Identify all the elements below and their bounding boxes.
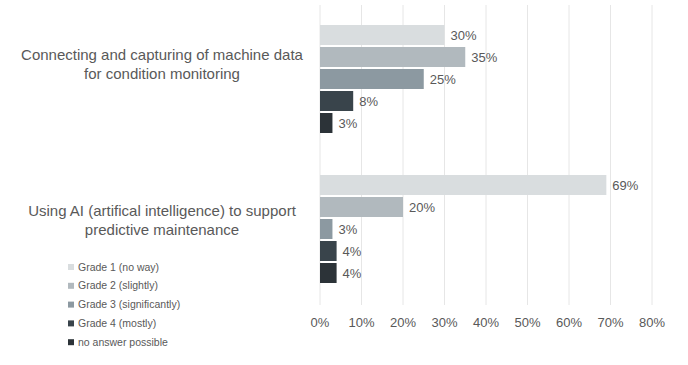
bar: [320, 91, 353, 111]
bar: [320, 219, 332, 239]
tick-label: 20%: [390, 315, 416, 330]
data-label: 4%: [343, 266, 362, 281]
grid: [320, 5, 652, 305]
data-label: 25%: [430, 72, 456, 87]
data-label: 3%: [338, 222, 357, 237]
legend-label: Grade 2 (slightly): [78, 279, 158, 291]
grid-line: [610, 5, 611, 305]
legend: Grade 1 (no way) Grade 2 (slightly) Grade …: [68, 261, 180, 348]
data-label: 3%: [338, 116, 357, 131]
data-label: 35%: [471, 50, 497, 65]
tick-label: 70%: [597, 315, 623, 330]
tick-label: 40%: [473, 315, 499, 330]
category-label: Connecting and capturing of machine data…: [21, 46, 304, 82]
legend-label: Grade 3 (significantly): [78, 298, 180, 310]
tick-label: 10%: [348, 315, 374, 330]
bar: [320, 241, 337, 261]
data-labels: 30%35%25%8%3%69%20%3%4%4%: [338, 28, 638, 281]
data-label: 20%: [409, 200, 435, 215]
tick-label: 0%: [311, 315, 330, 330]
legend-swatch: [68, 339, 74, 345]
tick-label: 80%: [639, 315, 665, 330]
tick-label: 50%: [514, 315, 540, 330]
tick-label: 30%: [431, 315, 457, 330]
bar: [320, 69, 424, 89]
legend-swatch: [68, 302, 74, 308]
bar: [320, 263, 337, 283]
legend-label: Grade 4 (mostly): [78, 317, 156, 329]
chart: 0%10%20%30%40%50%60%70%80%30%35%25%8%3%6…: [0, 0, 688, 365]
bar: [320, 25, 445, 45]
category-labels: Connecting and capturing of machine data…: [21, 46, 304, 238]
data-label: 30%: [451, 28, 477, 43]
legend-swatch: [68, 283, 74, 289]
bar: [320, 47, 465, 67]
data-label: 4%: [343, 244, 362, 259]
data-label: 69%: [612, 178, 638, 193]
grid-line: [527, 5, 528, 305]
legend-swatch: [68, 320, 74, 326]
legend-label: no answer possible: [78, 336, 168, 348]
data-label: 8%: [359, 94, 378, 109]
category-label: Using AI (artifical intelligence) to sup…: [28, 202, 296, 238]
grid-line: [652, 5, 653, 305]
bar: [320, 175, 606, 195]
tick-label: 60%: [556, 315, 582, 330]
legend-label: Grade 1 (no way): [78, 261, 159, 273]
bar: [320, 113, 332, 133]
bar: [320, 197, 403, 217]
x-axis: 0% 10% 20% 30% 40% 50% 60% 70% 80%: [311, 315, 666, 330]
grid-line: [569, 5, 570, 305]
legend-swatch: [68, 264, 74, 270]
bars: [320, 25, 606, 283]
